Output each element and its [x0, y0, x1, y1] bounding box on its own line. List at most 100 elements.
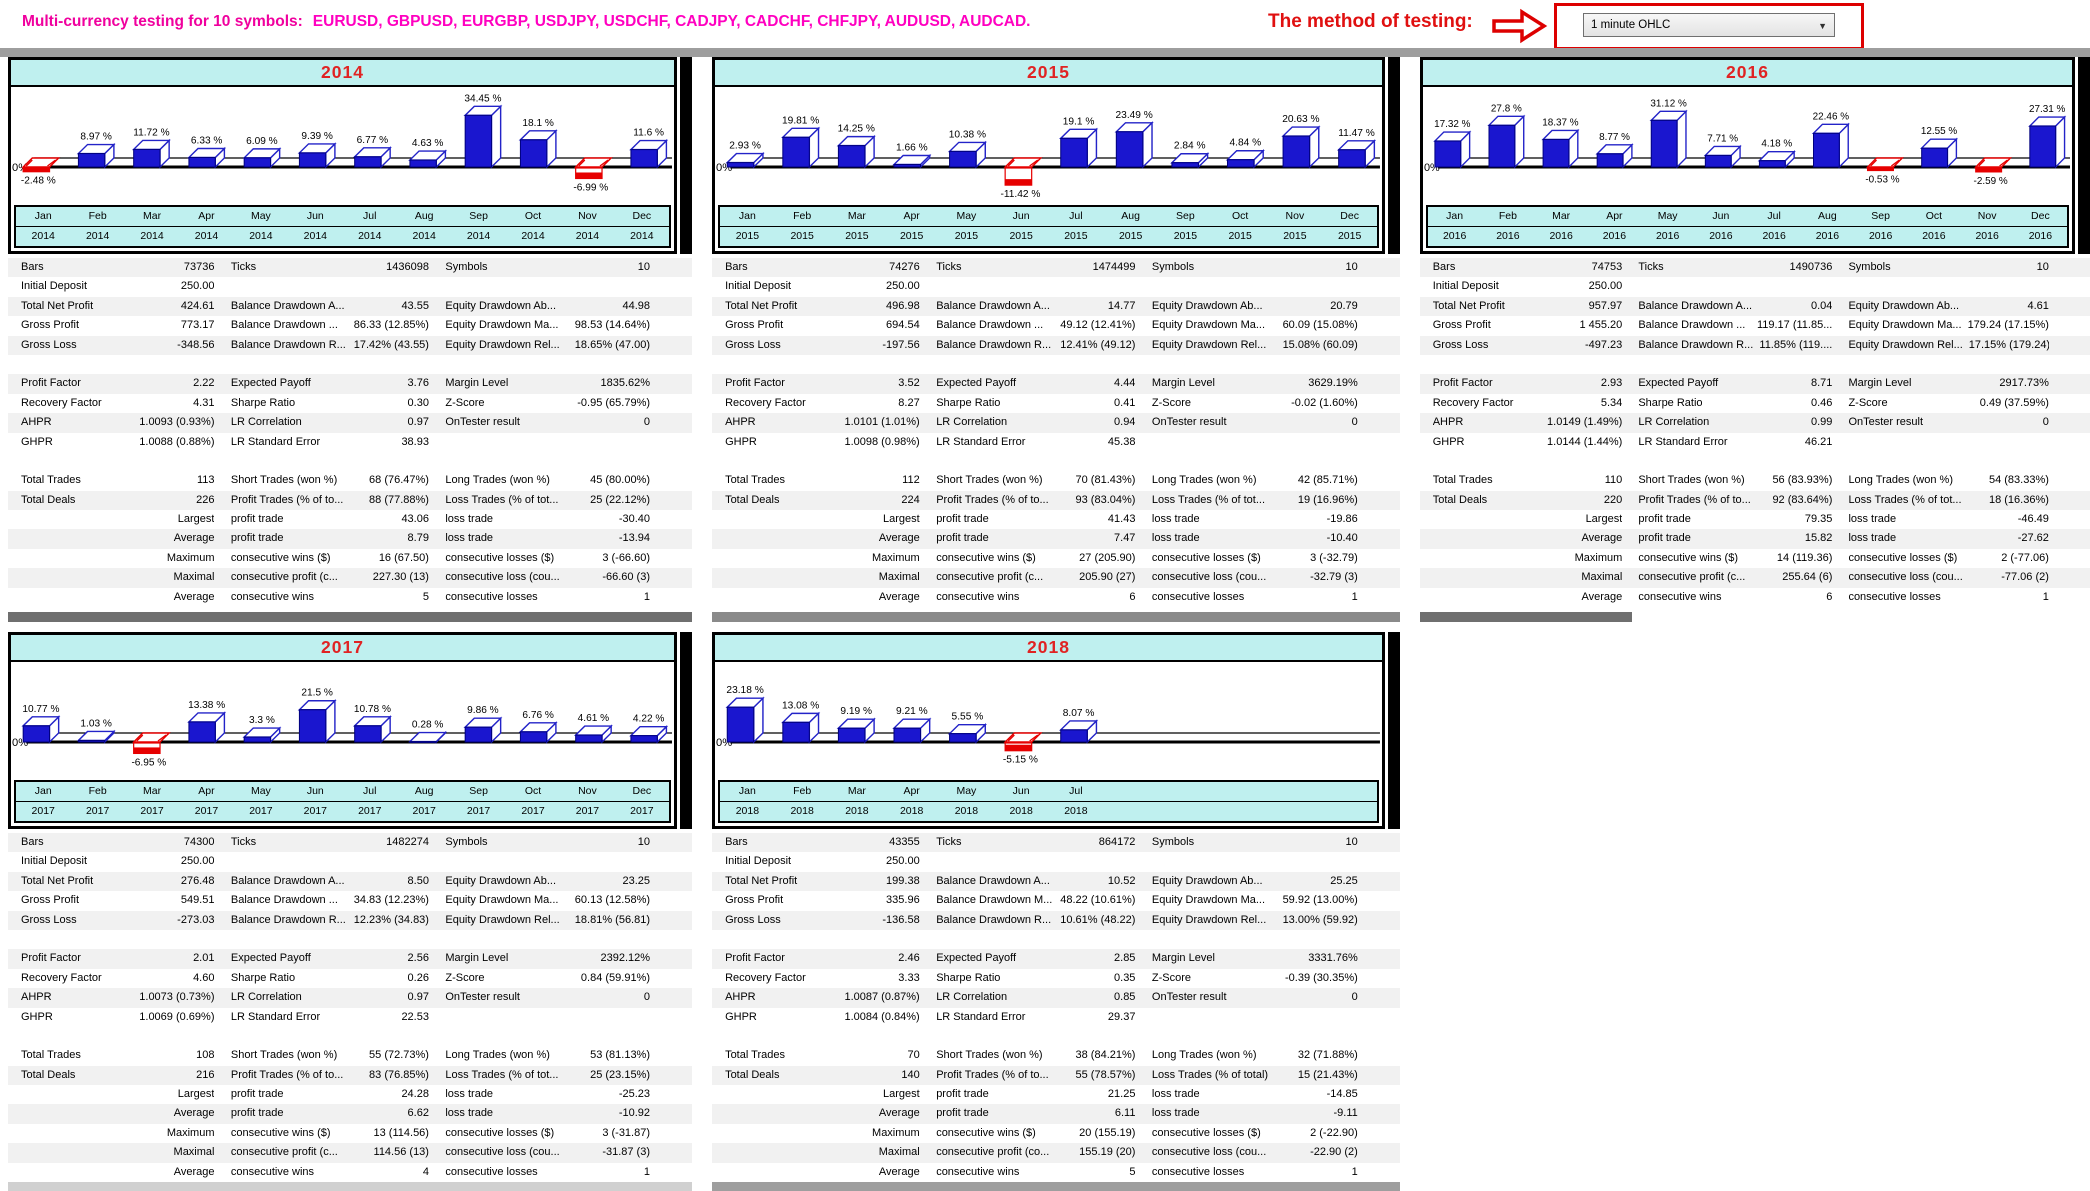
- bar-value-label: 27.8 %: [1491, 103, 1522, 114]
- table-cell-label: Equity Drawdown Ab...: [445, 874, 557, 887]
- table-cell-value: [1129, 355, 1135, 374]
- month-label: Sep: [469, 785, 488, 797]
- table-cell-value: [914, 355, 920, 374]
- year-label: 2018: [954, 805, 979, 817]
- table-row-blank: [1420, 355, 2090, 374]
- month-row: Jan Feb Mar Apr May Jun Jul Aug Sep Oct Nov Dec: [16, 207, 669, 227]
- monthly-returns-chart: 0% 2.93 % 19.81 % 14.25 % 1.66 % 10.38 % -11.4…: [716, 110, 1380, 200]
- table-cell-label: Symbols: [445, 836, 488, 848]
- table-pair: consecutive wins ($) 14 (119.36): [1638, 549, 1832, 568]
- table-cell-label: Initial Deposit: [725, 280, 792, 293]
- table-row: Total Deals 140 Profit Trades (% of to... 5…: [712, 1065, 1400, 1086]
- month-label: Jun: [1012, 210, 1030, 222]
- year-label: 2017: [521, 805, 545, 817]
- table-cell-label: Margin Level: [445, 377, 509, 390]
- table-pair: Gross Loss -197.56: [725, 336, 920, 355]
- table-cell-value: [208, 930, 214, 949]
- table-cell-label: LR Standard Error: [936, 435, 1026, 448]
- table-row: Initial Deposit 250.00: [8, 277, 692, 296]
- table-cell-value: -14.85: [1326, 1088, 1358, 1101]
- table-pair: Short Trades (won %) 56 (83.93%): [1638, 471, 1832, 490]
- table-pair: Balance Drawdown R... 10.61% (48.22): [936, 911, 1135, 930]
- window-seam: [1420, 612, 1632, 622]
- table-cell-label: GHPR: [725, 1010, 757, 1023]
- year-row: 2016 2016 2016 2016 2016 2016 2016 2016 2016 2016…: [1428, 227, 2067, 246]
- month-label: Oct: [1925, 210, 1943, 222]
- table-pair: loss trade -10.40: [1152, 529, 1358, 548]
- table-cell-value: 1.0101 (1.01%): [844, 416, 920, 429]
- table-cell-label: Balance Drawdown A...: [230, 299, 345, 312]
- table-cell-label: Initial Deposit: [1432, 280, 1499, 293]
- table-cell-value: 2.85: [1114, 952, 1136, 965]
- table-cell-label: Gross Loss: [1432, 338, 1489, 351]
- year-label: 2014: [303, 230, 327, 242]
- table-pair: Sharpe Ratio 0.41: [936, 394, 1135, 413]
- chart-right-edge: [680, 632, 692, 829]
- table-pair: consecutive losses ($) 3 (-66.60): [445, 549, 650, 568]
- month-label: May: [250, 785, 271, 797]
- bar-value-label: 18.37 %: [1542, 117, 1579, 128]
- table-pair: [231, 277, 429, 296]
- table-cell-value: 18 (16.36%): [1988, 493, 2049, 506]
- bar-value-label: 20.63 %: [1282, 114, 1319, 125]
- table-cell-value: 335.96: [886, 894, 920, 907]
- table-pair: [21, 1027, 215, 1046]
- year-label: 2016: [1815, 230, 1840, 242]
- table-row: GHPR 1.0144 (1.44%) LR Standard Error 46.21: [1420, 433, 2090, 452]
- testing-method-dropdown[interactable]: 1 minute OHLC ▼: [1583, 13, 1835, 37]
- table-cell-value: 1.0144 (1.44%): [1547, 435, 1623, 448]
- table-pair: loss trade -27.62: [1848, 529, 2048, 548]
- bar-value-label: 6.33 %: [191, 136, 223, 147]
- table-pair: Profit Trades (% of to... 88 (77.88%): [231, 491, 429, 510]
- table-row: Bars 74753 Ticks 1490736 Symbols 10: [1420, 258, 2090, 278]
- table-pair: [725, 930, 920, 949]
- table-cell-value: Average: [878, 532, 920, 545]
- bar-value-label: 6.76 %: [522, 710, 554, 721]
- table-cell-value: 10.52: [1107, 874, 1136, 887]
- year-label: 2014: [194, 230, 219, 242]
- table-cell-label: Short Trades (won %): [230, 474, 338, 487]
- year-label: 2016: [1922, 230, 1946, 242]
- table-pair: Margin Level 1835.62%: [445, 374, 650, 393]
- table-pair: Total Deals 224: [725, 491, 920, 510]
- table-cell-label: Balance Drawdown M...: [936, 894, 1053, 907]
- table-cell-label: Recovery Factor: [20, 396, 102, 409]
- table-row: Bars 74300 Ticks 1482274 Symbols 10: [8, 833, 692, 853]
- table-cell-value: 112: [902, 474, 920, 487]
- table-pair: Maximum: [21, 549, 215, 568]
- table-cell-label: profit trade: [230, 513, 284, 526]
- table-cell-value: 10.61% (48.22): [1060, 913, 1136, 926]
- bar-value-label: -6.95 %: [131, 757, 166, 768]
- table-cell-value: [2043, 355, 2049, 374]
- table-cell-value: 2917.73%: [1999, 377, 2049, 390]
- table-pair: LR Standard Error 46.21: [1638, 433, 1832, 452]
- table-pair: [1152, 355, 1358, 374]
- table-pair: Gross Profit 549.51: [21, 891, 215, 910]
- chart-area: 2018 0% 23.18 % 13.08 % 9.19 % 9.21 % 5.55 % -…: [712, 632, 1400, 829]
- table-cell-label: loss trade: [1151, 513, 1200, 526]
- table-cell-value: 424.61: [180, 299, 215, 312]
- bar-positive: [1115, 131, 1144, 168]
- table-pair: [936, 852, 1135, 871]
- bar-value-label: 11.6 %: [633, 128, 664, 139]
- table-row: Maximum consecutive wins ($) 27 (205.90) co…: [712, 549, 1400, 568]
- table-cell-label: Expected Payoff: [1638, 377, 1719, 390]
- table-pair: AHPR 1.0087 (0.87%): [725, 988, 920, 1007]
- table-cell-label: consecutive wins: [1638, 590, 1722, 603]
- month-row: Jan Feb Mar Apr May Jun Jul: [720, 782, 1377, 802]
- bar-positive: [1812, 132, 1840, 168]
- table-cell-label: Z-Score: [1848, 396, 1888, 409]
- year-label: 2015: [1064, 230, 1088, 242]
- table-pair: Profit Factor 3.52: [725, 374, 920, 393]
- year-label: 2016: [1549, 230, 1573, 242]
- stats-table: Bars 43355 Ticks 864172 Symbols 10 Initial Dep…: [712, 833, 1400, 1183]
- table-cell-value: Average: [878, 590, 920, 603]
- table-row: Recovery Factor 4.60 Sharpe Ratio 0.26 Z-Sco…: [8, 969, 692, 988]
- table-cell-value: 54 (83.33%): [1988, 474, 2049, 487]
- year-row: 2015 2015 2015 2015 2015 2015 2015 2015 2015 2015…: [720, 227, 1377, 246]
- year-label: 2017: [630, 805, 654, 817]
- bar-positive: [243, 157, 272, 168]
- table-cell-label: Balance Drawdown ...: [230, 319, 338, 332]
- year-label: 2018: [790, 805, 814, 817]
- table-cell-value: 55 (72.73%): [369, 1049, 429, 1062]
